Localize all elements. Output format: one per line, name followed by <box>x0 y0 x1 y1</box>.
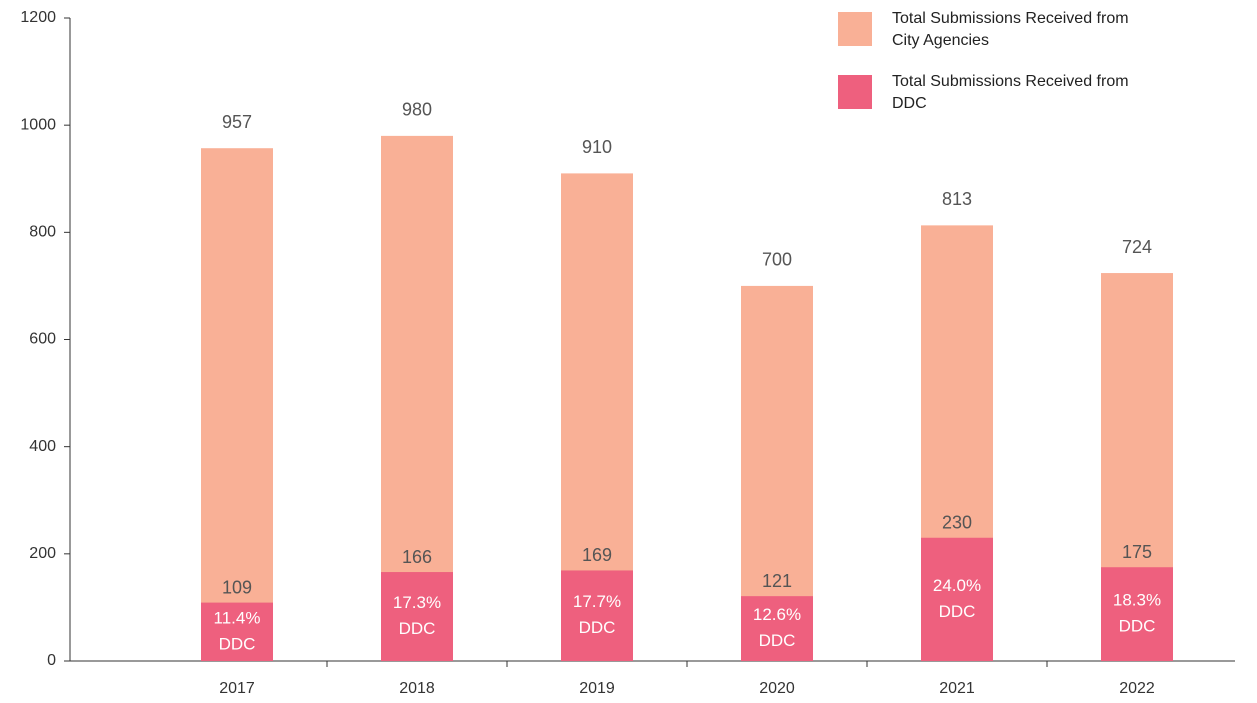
value-label: 169 <box>582 545 612 565</box>
value-label: 121 <box>762 571 792 591</box>
bar <box>741 596 813 661</box>
bar <box>921 537 993 661</box>
legend-label: Total Submissions Received from DDC <box>892 73 1129 112</box>
share-label: 17.7% <box>573 592 621 611</box>
x-tick-label: 2019 <box>579 680 615 697</box>
value-label: 957 <box>222 112 252 132</box>
x-tick-label: 2018 <box>399 680 435 697</box>
share-label: 12.6% <box>753 605 801 624</box>
x-tick-label: 2017 <box>219 680 255 697</box>
x-tick-label: 2022 <box>1119 680 1155 697</box>
bar <box>201 148 273 661</box>
value-label: 910 <box>582 137 612 157</box>
value-label: 813 <box>942 189 972 209</box>
y-tick-label: 800 <box>29 224 56 241</box>
share-label: 11.4% <box>214 608 261 627</box>
legend-item: Total Submissions Received from City Age… <box>838 10 1152 52</box>
x-tick-label: 2021 <box>939 680 975 697</box>
share-note: DDC <box>399 619 436 638</box>
share-note: DDC <box>219 634 256 653</box>
value-label: 166 <box>402 547 432 567</box>
value-label: 980 <box>402 100 432 120</box>
y-tick-label: 1200 <box>20 9 56 26</box>
y-tick-label: 600 <box>29 331 56 348</box>
bar <box>561 570 633 661</box>
share-note: DDC <box>759 631 796 650</box>
value-label: 175 <box>1122 542 1152 562</box>
share-label: 18.3% <box>1113 591 1161 610</box>
legend-item: Total Submissions Received from DDC <box>838 73 1152 115</box>
y-tick-label: 1000 <box>20 116 56 133</box>
bar <box>1101 567 1173 661</box>
x-tick-label: 2020 <box>759 680 795 697</box>
y-tick-label: 200 <box>29 545 56 562</box>
share-note: DDC <box>579 618 616 637</box>
bar <box>381 572 453 661</box>
legend-swatch <box>838 75 872 109</box>
value-label: 724 <box>1122 237 1152 257</box>
share-label: 17.3% <box>393 593 441 612</box>
share-label: 24.0% <box>933 576 981 595</box>
legend-label: Total Submissions Received from City Age… <box>892 10 1129 49</box>
share-note: DDC <box>939 602 976 621</box>
share-note: DDC <box>1119 617 1156 636</box>
value-label: 230 <box>942 513 972 533</box>
y-tick-label: 0 <box>47 652 56 669</box>
value-label: 700 <box>762 250 792 270</box>
legend-swatch <box>838 12 872 46</box>
y-tick-label: 400 <box>29 438 56 455</box>
bar <box>201 602 273 661</box>
value-label: 109 <box>222 577 252 597</box>
